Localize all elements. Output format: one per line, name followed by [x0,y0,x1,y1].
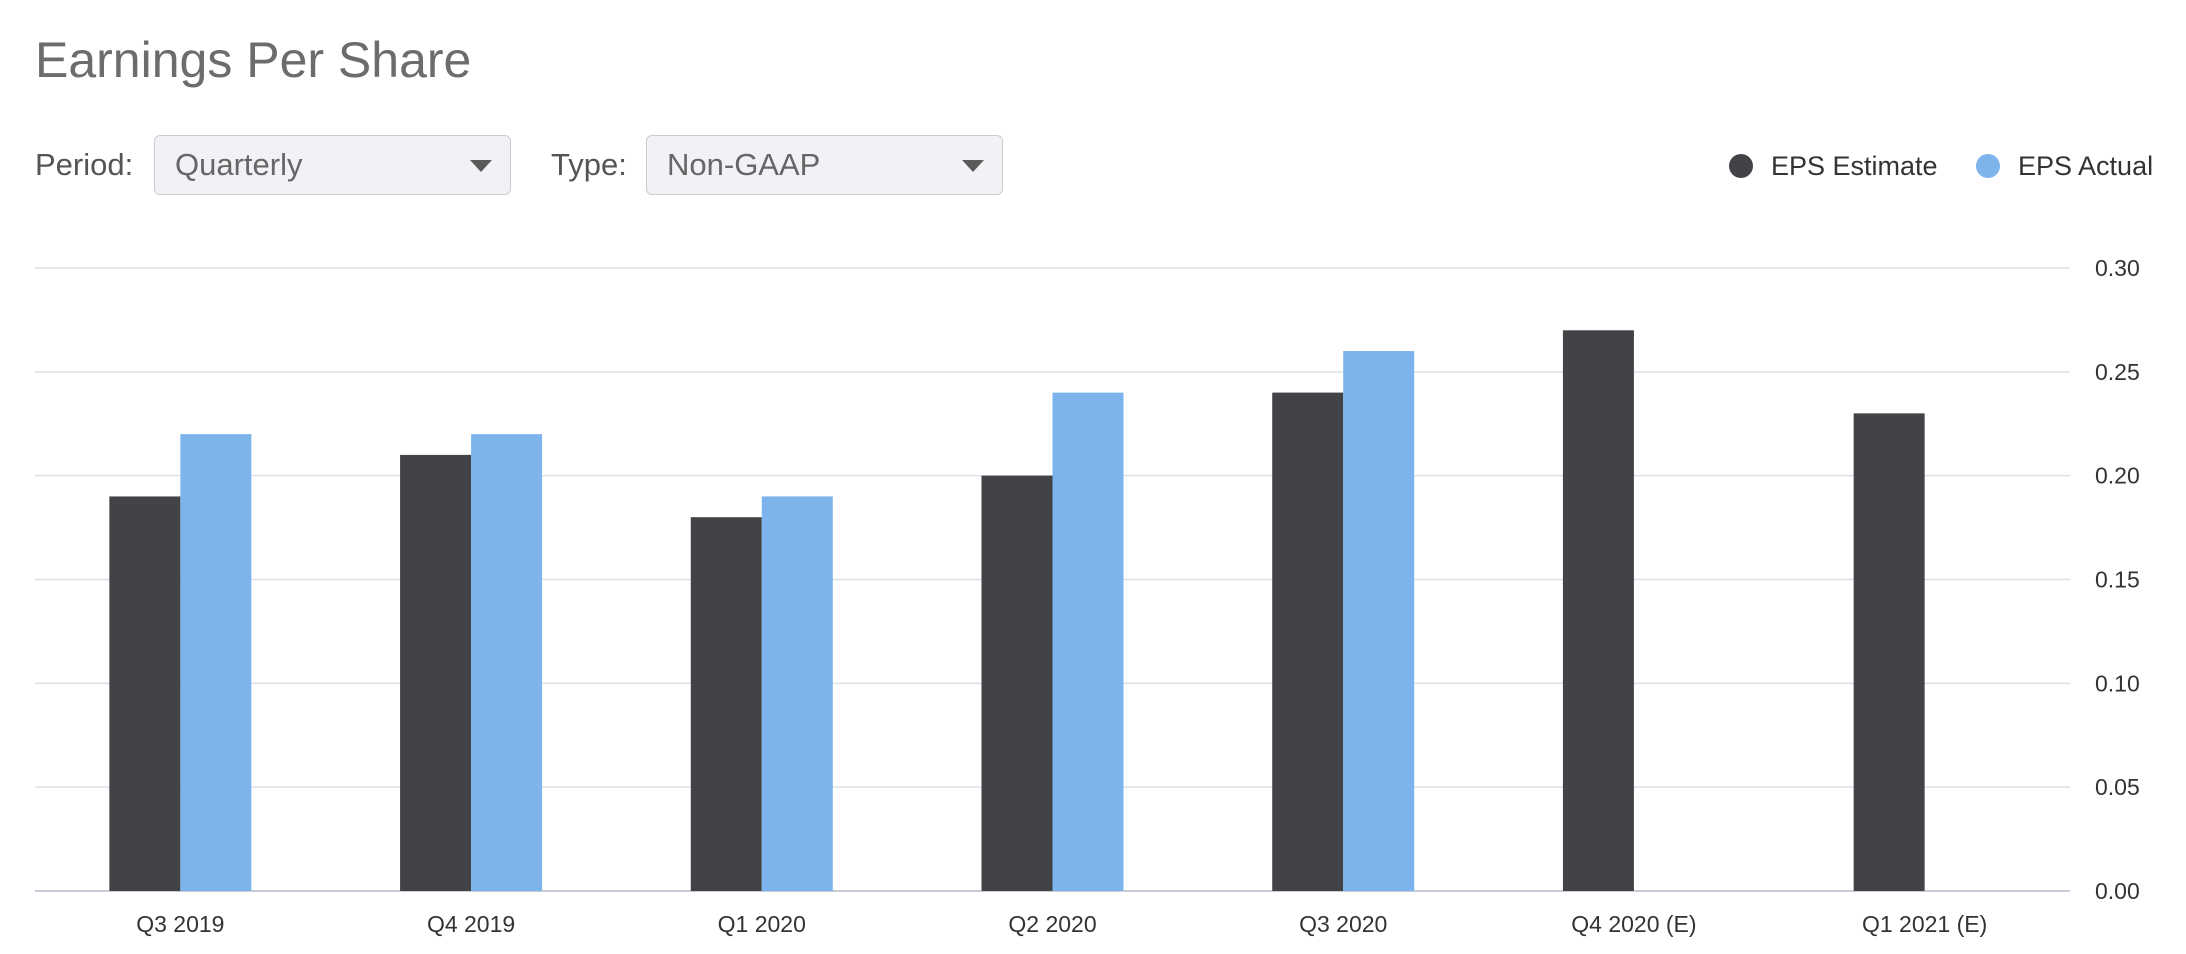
bar-eps-actual [1343,351,1415,892]
y-tick-label: 0.25 [2095,359,2140,385]
bar-eps-actual [471,434,543,891]
bar-eps-actual [1052,392,1124,891]
chevron-down-icon [962,160,984,172]
chevron-down-icon [470,160,492,172]
period-dropdown[interactable]: Quarterly [154,135,511,195]
x-tick-label: Q1 2021 (E) [1862,911,1987,937]
y-tick-label: 0.05 [2095,774,2140,800]
legend-item-actual[interactable]: EPS Actual [1976,148,2153,184]
bar-eps-actual [761,496,833,891]
x-tick-label: Q2 2020 [1008,911,1096,937]
period-value: Quarterly [175,147,303,182]
legend-label-actual: EPS Actual [2018,151,2154,181]
legend-label-estimate: EPS Estimate [1771,151,1938,181]
bar-eps-estimate [400,454,472,891]
type-label: Type: [551,147,627,182]
y-tick-label: 0.15 [2095,567,2140,593]
bar-eps-estimate [690,517,762,891]
bar-eps-actual [180,434,252,891]
x-tick-label: Q1 2020 [718,911,806,937]
bar-eps-estimate [1272,392,1344,891]
legend-dot-estimate [1729,154,1753,178]
x-tick-label: Q4 2020 (E) [1571,911,1696,937]
y-tick-label: 0.20 [2095,463,2140,489]
y-tick-label: 0.30 [2095,255,2140,281]
period-label: Period: [35,147,134,182]
type-dropdown[interactable]: Non-GAAP [646,135,1003,195]
x-tick-label: Q3 2020 [1299,911,1387,937]
x-tick-label: Q4 2019 [427,911,515,937]
x-tick-label: Q3 2019 [136,911,224,937]
y-tick-label: 0.10 [2095,670,2140,696]
page-title: Earnings Per Share [35,32,472,88]
legend-dot-actual [1976,154,2000,178]
type-value: Non-GAAP [667,147,821,182]
bar-eps-estimate [1853,413,1925,891]
bar-eps-estimate [1562,330,1634,891]
legend-item-estimate[interactable]: EPS Estimate [1729,148,1938,184]
bar-eps-estimate [109,496,181,891]
bar-eps-estimate [981,475,1053,891]
y-tick-label: 0.00 [2095,878,2140,904]
